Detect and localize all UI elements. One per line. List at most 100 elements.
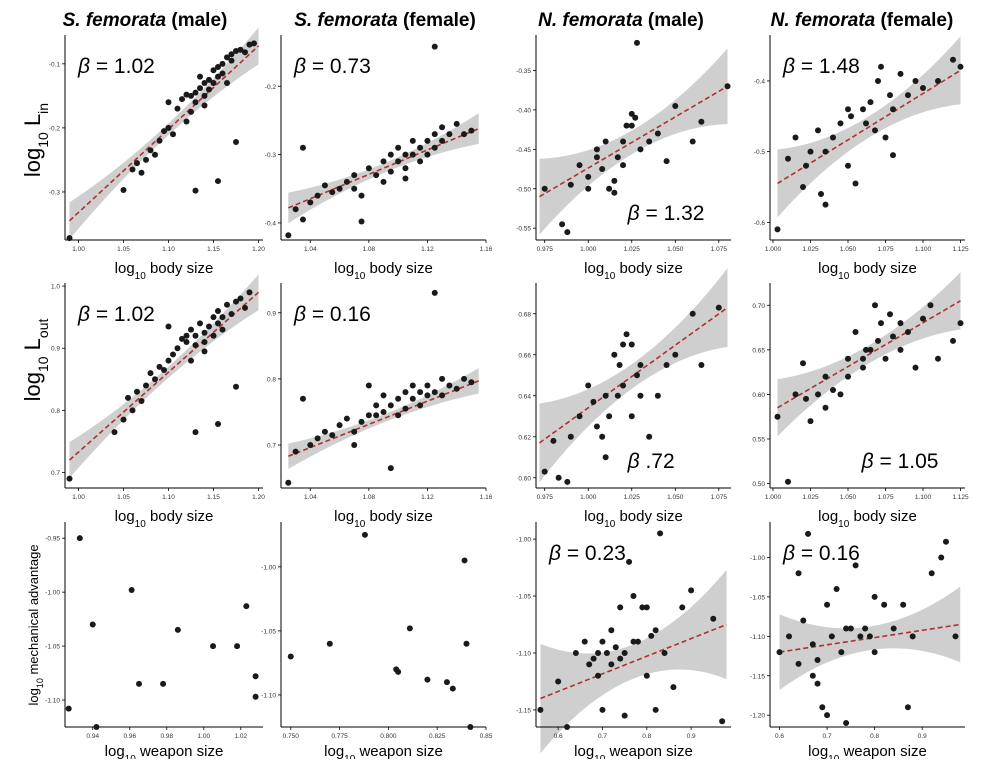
data-point <box>307 442 314 449</box>
data-point <box>66 475 73 482</box>
data-point <box>838 649 845 656</box>
data-point <box>152 376 158 383</box>
data-point <box>633 39 640 46</box>
data-point <box>818 191 824 198</box>
data-point <box>165 99 172 106</box>
data-point <box>373 172 380 179</box>
data-point <box>424 137 431 144</box>
data-point <box>224 54 230 61</box>
y-tick-label: 0.9 <box>267 310 276 317</box>
data-point <box>228 51 235 58</box>
data-point <box>942 538 949 545</box>
data-point <box>872 302 878 309</box>
data-point <box>590 655 597 662</box>
data-point <box>872 127 878 134</box>
data-point <box>863 120 869 127</box>
data-point <box>803 395 809 402</box>
beta-label: β = 0.23 <box>548 542 626 565</box>
data-point <box>468 379 475 386</box>
y-tick-label: -0.95 <box>45 536 60 543</box>
data-point <box>897 346 904 353</box>
data-point <box>201 80 208 87</box>
data-point <box>215 307 221 314</box>
data-point <box>120 416 127 423</box>
data-point <box>453 120 460 127</box>
x-tick-label: 1.15 <box>207 246 220 253</box>
data-point <box>134 160 140 167</box>
data-point <box>621 649 628 656</box>
data-point <box>611 189 618 196</box>
x-axis-label: log10 body size <box>334 260 433 282</box>
data-point <box>299 216 306 223</box>
y-tick-label: 0.65 <box>752 347 765 354</box>
x-tick-label: 1.04 <box>304 494 317 501</box>
x-tick-label: 0.750 <box>283 733 300 740</box>
y-tick-label: -0.2 <box>49 125 61 132</box>
data-point <box>593 146 600 153</box>
y-tick-label: -1.05 <box>261 628 276 635</box>
data-point <box>857 633 864 640</box>
data-point <box>623 122 630 129</box>
x-tick-label: 1.025 <box>802 246 819 253</box>
y-tick-label: 0.7 <box>267 443 276 450</box>
y-tick-label: 0.66 <box>518 352 531 359</box>
data-point <box>147 147 154 154</box>
data-point <box>201 339 208 346</box>
data-point <box>210 314 217 321</box>
y-tick-label: -1.00 <box>45 590 60 597</box>
data-point <box>637 146 644 153</box>
data-point <box>136 680 143 687</box>
data-point <box>406 625 413 632</box>
data-point <box>890 333 896 340</box>
data-point <box>174 345 181 352</box>
x-tick-label: 1.000 <box>765 494 782 501</box>
data-point <box>287 653 294 660</box>
beta-label: β = 1.02 <box>77 55 155 78</box>
data-point <box>652 627 659 634</box>
data-point <box>461 557 468 564</box>
x-tick-label: 1.00 <box>197 733 210 740</box>
data-point <box>819 704 826 711</box>
data-point <box>814 656 821 663</box>
data-point <box>188 108 194 115</box>
data-point <box>828 633 835 640</box>
data-point <box>620 341 627 348</box>
fit-line <box>539 85 728 198</box>
beta-label: β = 1.02 <box>77 303 155 326</box>
data-point <box>847 625 854 632</box>
data-point <box>593 423 600 430</box>
data-point <box>365 165 372 172</box>
y-tick-label: -0.55 <box>516 226 531 233</box>
data-point <box>285 232 292 239</box>
data-point <box>424 392 431 399</box>
data-point <box>183 91 190 98</box>
data-point <box>243 603 250 610</box>
data-point <box>620 382 627 389</box>
data-point <box>417 158 424 165</box>
data-point <box>292 448 299 455</box>
data-point <box>402 151 409 158</box>
data-point <box>815 391 821 398</box>
data-point <box>776 649 783 656</box>
data-point <box>329 189 336 196</box>
beta-label: β = 0.16 <box>293 303 371 326</box>
data-point <box>156 363 163 370</box>
data-point <box>402 405 409 412</box>
data-point <box>197 320 203 327</box>
data-point <box>461 131 468 138</box>
data-point <box>192 332 199 339</box>
y-tick-label: -0.5 <box>754 149 766 156</box>
data-point <box>409 382 416 389</box>
data-point <box>431 389 438 396</box>
data-point <box>125 394 131 401</box>
data-point <box>654 130 661 137</box>
data-point <box>179 335 185 342</box>
data-point <box>614 392 621 399</box>
confidence-band <box>288 368 479 469</box>
data-point <box>461 375 468 382</box>
row-ylabel: log10 Lout <box>20 319 51 402</box>
data-point <box>111 429 118 436</box>
y-tick-label: -1.05 <box>750 594 765 601</box>
data-point <box>351 428 358 435</box>
data-point <box>152 151 158 158</box>
